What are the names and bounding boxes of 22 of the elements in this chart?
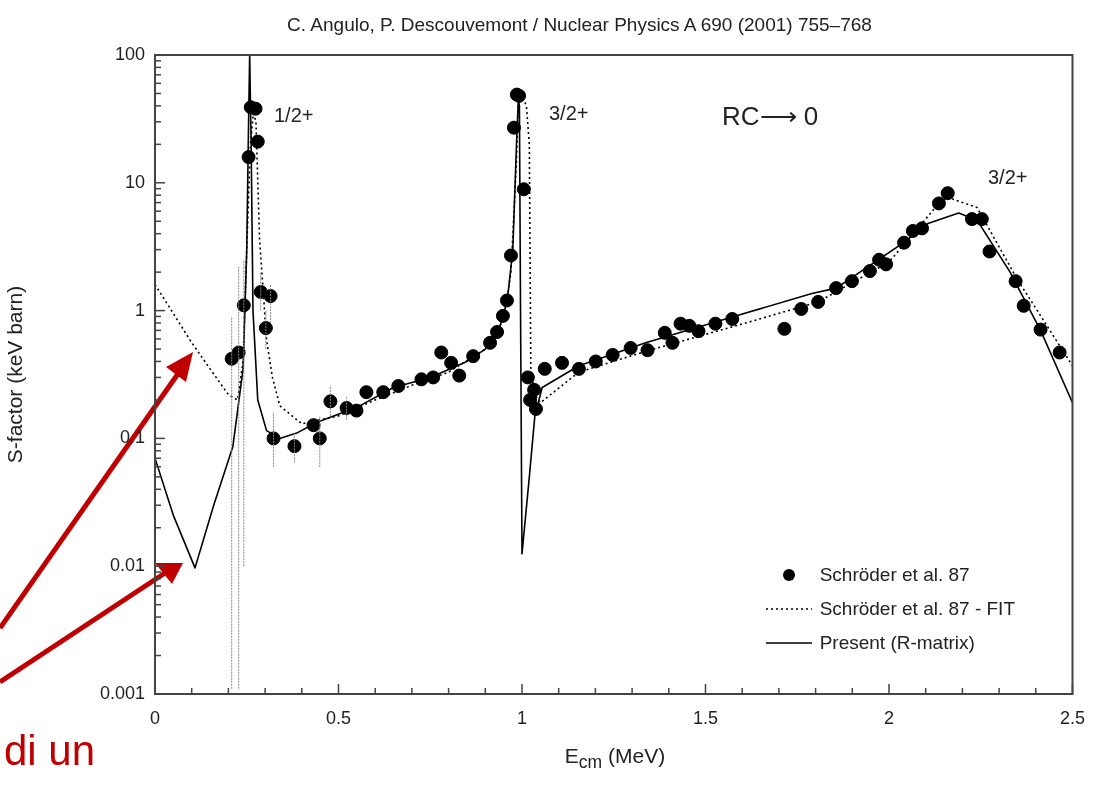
legend-label: Schröder et al. 87 - FIT bbox=[819, 598, 1015, 620]
x-tick-label: 2.5 bbox=[1059, 707, 1085, 728]
y-tick-label: 1 bbox=[134, 299, 145, 320]
legend-label: Schröder et al. 87 bbox=[819, 564, 970, 586]
y-tick-label: 0.01 bbox=[109, 555, 145, 576]
x-tick-label: 2 bbox=[883, 707, 894, 728]
x-tick-label: 0 bbox=[149, 707, 161, 728]
chart-title: C. Angulo, P. Descouvemont / Nuclear Physics A 690 (2001) 755–768 bbox=[286, 14, 873, 36]
x-axis-title: E$_{cm}$ (MeV) bbox=[563, 744, 667, 774]
annotation: RC⟶ 0 bbox=[722, 101, 819, 131]
legend-label: Present (R-matrix) bbox=[819, 632, 975, 654]
annotation: 3/2+ bbox=[549, 102, 589, 124]
y-axis-title: S-factor (keV barn) bbox=[3, 285, 27, 464]
annotation: 1/2+ bbox=[274, 104, 314, 126]
x-tick-label: 1 bbox=[516, 707, 527, 728]
x-tick-label: 0.5 bbox=[325, 707, 352, 728]
y-tick-label: 0.001 bbox=[99, 682, 145, 703]
annotation: 3/2+ bbox=[988, 166, 1028, 188]
y-tick-label: 10 bbox=[124, 171, 145, 192]
text: di un bbox=[4, 727, 96, 775]
x-tick-label: 1.5 bbox=[692, 707, 719, 728]
y-tick-label: 100 bbox=[114, 43, 145, 64]
